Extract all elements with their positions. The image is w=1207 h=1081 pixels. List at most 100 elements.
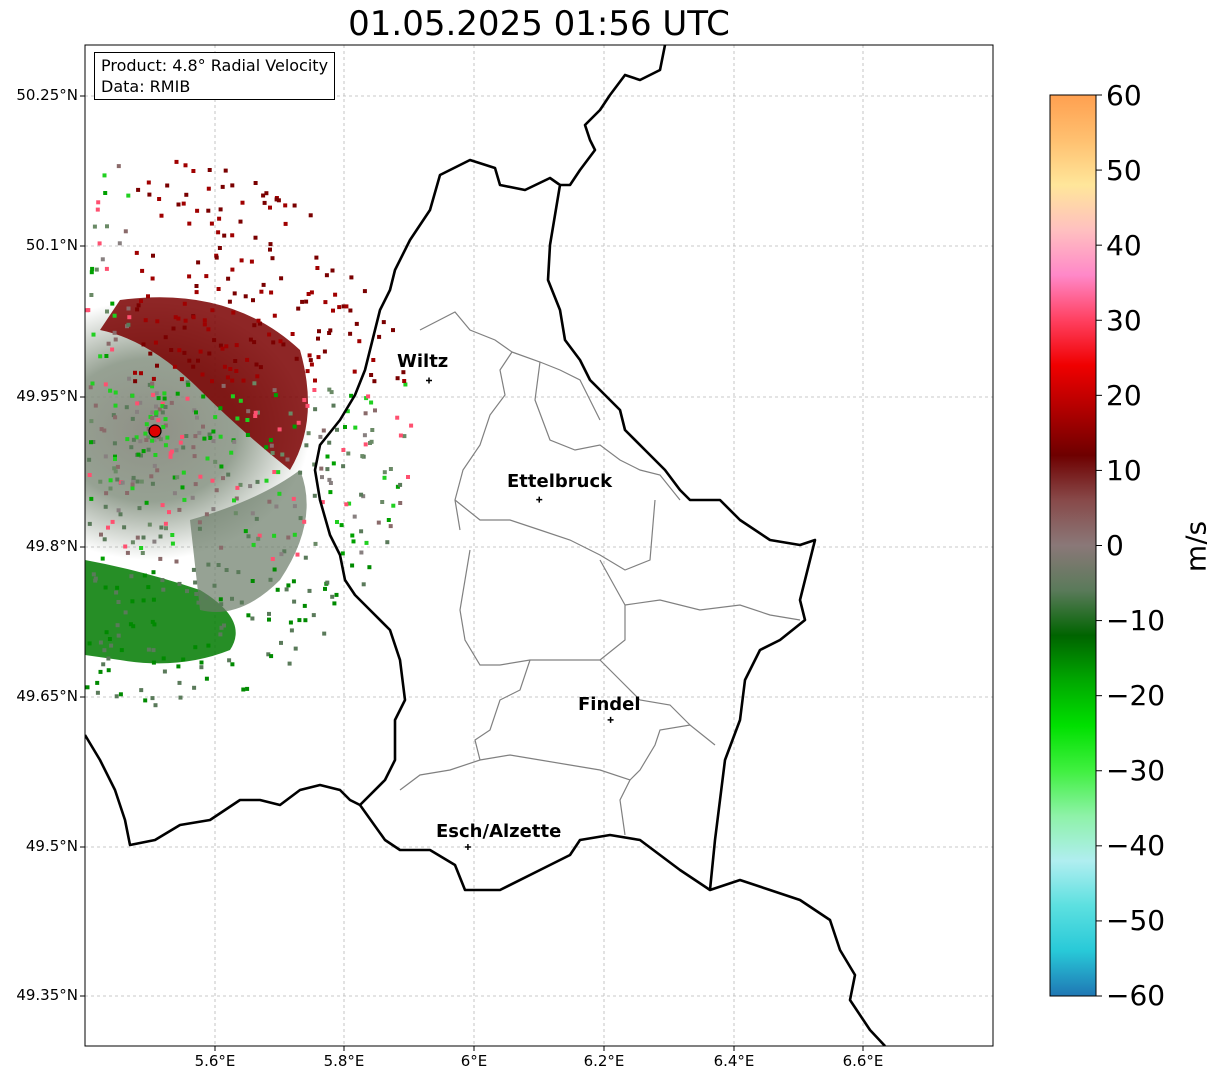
echo-pixel [298,470,303,475]
echo-pixel [89,440,93,445]
echo-pixel [130,540,135,545]
echo-pixel [277,491,282,496]
lon-tick-label: 6.2°E [583,1052,625,1070]
echo-pixel [194,410,198,415]
echo-pixel [108,486,113,491]
echo-pixel [168,454,173,459]
echo-pixel [395,376,400,381]
city-markers [426,377,614,850]
echo-pixel [106,341,111,346]
echo-pixel [163,521,168,526]
echo-pixel [261,193,266,198]
echo-pixel [250,511,255,516]
radar-site-marker [148,424,162,438]
echo-pixel [143,318,148,323]
echo-pixel [369,400,374,405]
echo-pixel [351,539,356,544]
echo-pixel [401,370,406,375]
echo-pixel [286,583,291,588]
colorbar-tick-label: 30 [1106,304,1142,337]
echo-pixel [161,587,166,592]
echo-pixel [161,656,166,661]
echo-pixel [109,643,114,648]
echo-pixel [85,685,90,690]
echo-pixel [248,337,253,342]
echo-pixel [113,415,118,420]
echo-pixel [103,585,108,590]
echo-pixel [106,668,111,673]
echo-pixel [177,348,182,353]
echo-pixel [103,191,108,195]
echo-pixel [238,482,243,487]
colorbar-tick-label: −50 [1106,904,1166,937]
echo-pixel [194,290,199,295]
echo-pixel [159,213,164,218]
echo-pixel [170,533,175,537]
echo-pixel [177,507,182,512]
echo-pixel [207,351,212,356]
echo-pixel [179,377,184,382]
echo-pixel [101,662,106,667]
echo-pixel [125,550,130,555]
echo-pixel [359,492,364,497]
lat-tick-label: 49.95°N [16,387,78,405]
echo-pixel [181,470,186,475]
echo-pixel [191,315,196,320]
echo-pixel [159,525,164,530]
echo-pixel [327,387,332,392]
echo-pixel [272,388,277,393]
echo-pixel [372,379,377,384]
echo-pixel [202,436,207,441]
lat-tick-label: 49.8°N [25,537,78,555]
echo-pixel [181,201,186,206]
echo-pixel [113,390,118,395]
echo-pixel [214,488,219,493]
echo-pixel [139,479,144,484]
echo-pixel [255,374,260,379]
echo-pixel [187,358,192,363]
echo-pixel [272,567,277,572]
echo-pixel [268,242,273,247]
echo-pixel [376,520,381,525]
map-title: 01.05.2025 01:56 UTC [348,4,730,44]
echo-pixel [191,364,196,369]
echo-pixel [160,578,165,583]
echo-pixel [395,484,400,489]
echo-band-green [85,560,236,664]
echo-pixel [150,416,155,420]
echo-pixel [283,203,288,208]
canton-line-capellen [474,659,531,761]
echo-pixel [206,186,211,191]
border-france-west [85,734,361,847]
echo-pixel [196,260,201,265]
echo-pixel [197,520,202,525]
colorbar-tick-label: 10 [1106,454,1142,487]
echo-pixel [139,299,143,303]
echo-pixel [328,328,333,333]
echo-pixel [160,410,165,415]
echo-pixel [197,430,202,435]
echo-pixel [114,694,119,699]
echo-pixel [183,318,188,323]
echo-pixel [248,484,253,489]
echo-pixel [316,355,321,360]
echo-pixel [363,411,368,416]
echo-pixel [194,592,199,596]
echo-pixel [175,475,180,480]
echo-pixel [284,587,289,592]
echo-pixel [184,192,189,197]
echo-pixel [391,328,395,333]
echo-pixel [85,308,89,313]
echo-pixel [193,580,198,585]
echo-pixel [329,390,334,395]
echo-pixel [232,291,237,296]
echo-pixel [104,266,109,271]
echo-pixel [385,540,390,545]
echo-pixel [194,284,199,288]
echo-pixel [89,419,94,424]
echo-pixel [199,660,204,665]
echo-pixel [348,308,353,313]
echo-pixel [100,556,105,561]
echo-pixel [398,482,403,487]
colorbar-tick-label: 50 [1106,154,1142,187]
